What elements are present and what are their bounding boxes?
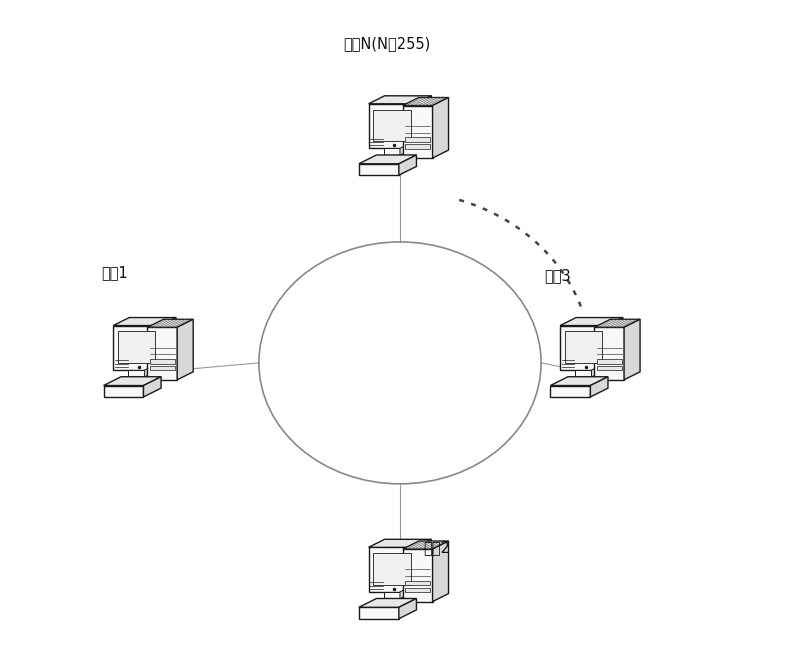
Polygon shape	[433, 541, 449, 601]
Polygon shape	[359, 164, 399, 175]
Polygon shape	[369, 547, 415, 592]
Polygon shape	[114, 325, 160, 370]
Polygon shape	[369, 540, 431, 547]
Polygon shape	[403, 97, 449, 106]
Polygon shape	[359, 607, 399, 619]
Polygon shape	[400, 145, 406, 155]
Polygon shape	[103, 377, 161, 386]
Polygon shape	[160, 318, 176, 370]
Polygon shape	[150, 366, 175, 370]
Polygon shape	[607, 318, 623, 370]
Polygon shape	[590, 377, 608, 397]
Polygon shape	[399, 599, 417, 619]
Polygon shape	[128, 370, 145, 377]
Polygon shape	[403, 541, 449, 549]
Polygon shape	[399, 155, 417, 175]
Polygon shape	[369, 96, 431, 103]
Text: 节点N(N＜255): 节点N(N＜255)	[343, 36, 430, 51]
Polygon shape	[147, 327, 177, 380]
Polygon shape	[406, 144, 430, 149]
Polygon shape	[406, 587, 430, 592]
Polygon shape	[118, 331, 155, 364]
Polygon shape	[143, 377, 161, 397]
Polygon shape	[560, 325, 607, 370]
Polygon shape	[433, 97, 449, 158]
Polygon shape	[177, 319, 193, 380]
Polygon shape	[550, 386, 590, 397]
Polygon shape	[594, 319, 640, 327]
Polygon shape	[565, 331, 602, 364]
Polygon shape	[415, 540, 431, 592]
Polygon shape	[369, 103, 415, 149]
Polygon shape	[373, 553, 411, 585]
Polygon shape	[406, 581, 430, 585]
Polygon shape	[594, 327, 624, 380]
Polygon shape	[359, 599, 417, 607]
Polygon shape	[624, 319, 640, 380]
Polygon shape	[550, 377, 608, 386]
Polygon shape	[403, 549, 433, 601]
Polygon shape	[373, 110, 411, 142]
Polygon shape	[560, 318, 623, 325]
Polygon shape	[403, 106, 433, 158]
Polygon shape	[383, 149, 400, 155]
Text: 节点1: 节点1	[101, 265, 128, 280]
Polygon shape	[114, 318, 176, 325]
Polygon shape	[597, 366, 622, 370]
Polygon shape	[400, 589, 406, 599]
Polygon shape	[150, 359, 175, 364]
Polygon shape	[406, 137, 430, 142]
Polygon shape	[103, 386, 143, 397]
Polygon shape	[147, 319, 193, 327]
Polygon shape	[575, 370, 591, 377]
Polygon shape	[597, 359, 622, 364]
Polygon shape	[383, 592, 400, 599]
Polygon shape	[591, 367, 598, 377]
Polygon shape	[415, 96, 431, 149]
Text: 节点2: 节点2	[423, 540, 450, 555]
Polygon shape	[145, 367, 151, 377]
Text: 节点3: 节点3	[545, 268, 571, 283]
Polygon shape	[359, 155, 417, 164]
